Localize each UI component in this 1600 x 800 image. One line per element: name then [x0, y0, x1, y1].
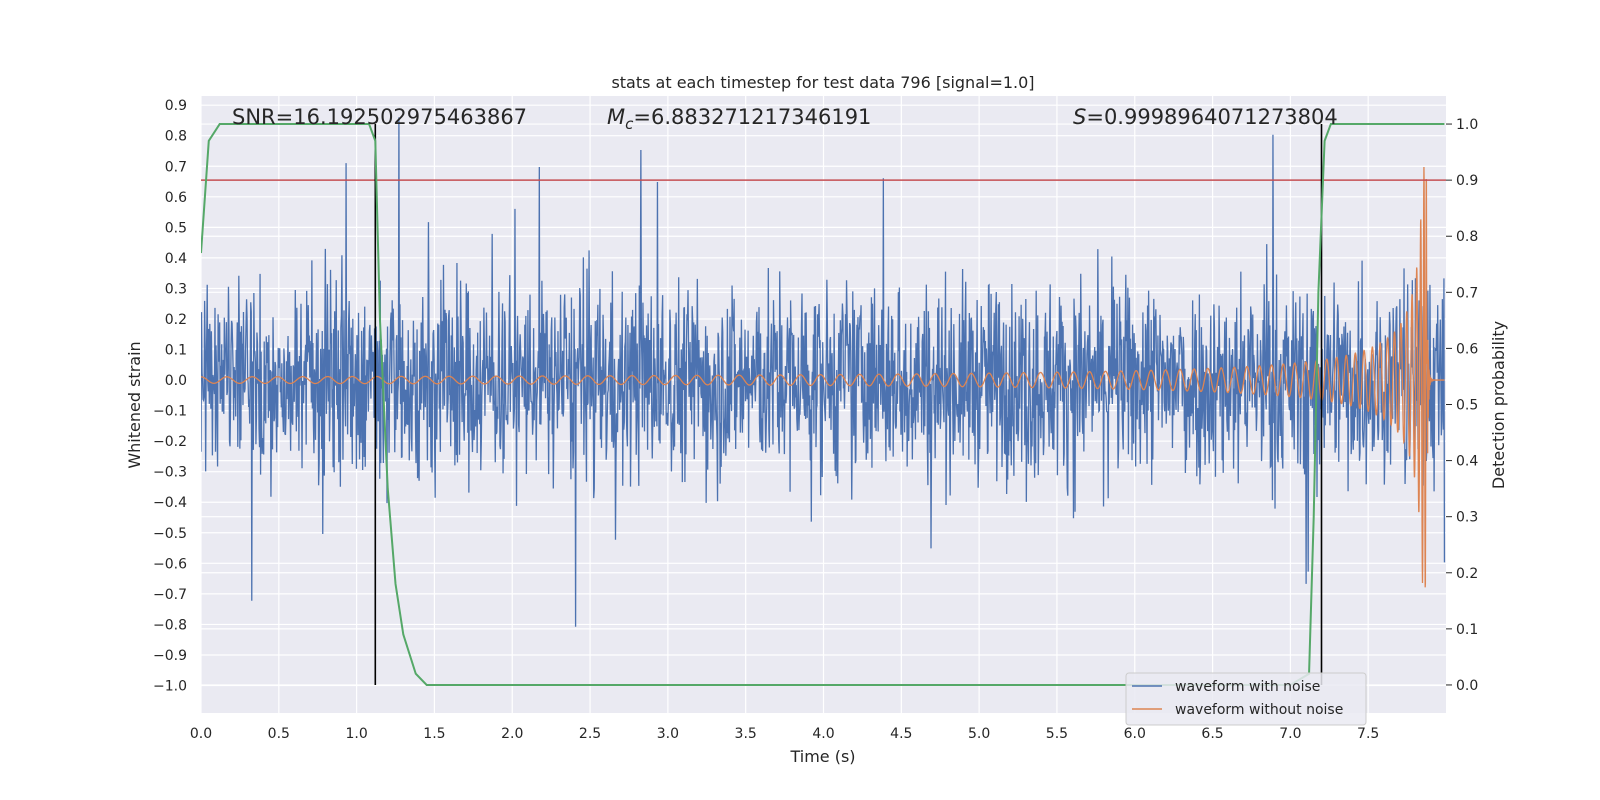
- x-tick-label: 4.5: [890, 726, 912, 742]
- y-tick-label-right: 0.4: [1456, 454, 1478, 470]
- x-tick-label: 7.5: [1357, 726, 1379, 742]
- x-axis-label: Time (s): [789, 747, 855, 766]
- chirp-mass-annotation: Mc=6.883271217346191: [607, 105, 871, 133]
- y-axis-right-ticks: 1.0 0.9 0.8 0.7 0.6 0.5 0.4 0.3 0.2 0.1 0.0: [1446, 117, 1478, 694]
- y-tick-label-left: 0.3: [165, 281, 187, 297]
- y-tick-label-right: 0.2: [1456, 566, 1478, 582]
- y-tick-label-left: −0.9: [153, 648, 187, 664]
- chirp-mass-subscript: c: [625, 115, 634, 133]
- x-tick-label: 3.5: [735, 726, 757, 742]
- x-tick-label: 2.5: [579, 726, 601, 742]
- x-axis-ticks: 0.0 0.5 1.0 1.5 2.0 2.5 3.0 3.5 4.0 4.5 5.0 5.5 6.0 6…: [190, 726, 1379, 742]
- y-tick-label-left: 0.9: [165, 98, 187, 114]
- score-symbol: S: [1073, 105, 1086, 129]
- y-tick-label-right: 0.7: [1456, 285, 1478, 301]
- y-axis-left-label: Whitened strain: [125, 341, 144, 468]
- y-tick-label-right: 0.8: [1456, 229, 1478, 245]
- x-tick-label: 6.0: [1124, 726, 1146, 742]
- y-tick-label-right: 0.5: [1456, 398, 1478, 414]
- series-waveform-with-noise: [201, 117, 1446, 627]
- y-tick-label-left: 0.6: [165, 190, 187, 206]
- y-tick-label-right: 0.6: [1456, 341, 1478, 357]
- series-detection-probability: [201, 123, 1445, 686]
- y-tick-label-right: 0.3: [1456, 510, 1478, 526]
- y-tick-label-left: 0.0: [165, 373, 187, 389]
- y-tick-label-left: −0.2: [153, 434, 187, 450]
- score-value: =0.9998964071273804: [1086, 105, 1337, 129]
- chirp-mass-symbol: M: [607, 105, 625, 129]
- x-tick-label: 3.0: [657, 726, 679, 742]
- y-axis-left-ticks: 0.9 0.8 0.7 0.6 0.5 0.4 0.3 0.2 0.1 0.0 −0.1 −0.2 −0…: [153, 98, 187, 694]
- y-tick-label-right: 0.1: [1456, 622, 1478, 638]
- x-tick-label: 5.0: [968, 726, 990, 742]
- x-tick-label: 1.5: [423, 726, 445, 742]
- x-tick-label: 2.0: [501, 726, 523, 742]
- legend-label-signal: waveform without noise: [1175, 702, 1343, 718]
- y-tick-label-left: −0.6: [153, 556, 187, 572]
- x-tick-label: 0.0: [190, 726, 212, 742]
- y-tick-label-left: 0.4: [165, 251, 187, 267]
- y-tick-label-right: 0.9: [1456, 173, 1478, 189]
- y-tick-label-left: 0.8: [165, 129, 187, 145]
- x-tick-label: 4.0: [812, 726, 834, 742]
- y-tick-label-left: 0.7: [165, 159, 187, 175]
- y-tick-label-right: 0.0: [1456, 678, 1478, 694]
- series-waveform-without-noise: [201, 167, 1445, 588]
- y-tick-label-left: −0.4: [153, 495, 187, 511]
- snr-annotation: SNR=16.192502975463867: [232, 105, 527, 129]
- y-tick-label-left: 0.1: [165, 343, 187, 359]
- x-tick-label: 6.5: [1201, 726, 1223, 742]
- y-tick-label-left: −0.7: [153, 587, 187, 603]
- x-tick-label: 1.0: [345, 726, 367, 742]
- x-tick-label: 0.5: [268, 726, 290, 742]
- chirp-mass-value: =6.883271217346191: [633, 105, 871, 129]
- legend-box: [1125, 672, 1367, 726]
- chart-title: stats at each timestep for test data 796…: [611, 73, 1034, 92]
- x-tick-label: 5.5: [1046, 726, 1068, 742]
- y-tick-label-left: 0.5: [165, 220, 187, 236]
- y-tick-label-right: 1.0: [1456, 117, 1478, 133]
- y-axis-right-label: Detection probability: [1489, 321, 1508, 489]
- score-annotation: S=0.9998964071273804: [1073, 105, 1338, 129]
- legend: waveform with noise waveform without noi…: [1125, 672, 1367, 726]
- y-tick-label-left: −0.8: [153, 617, 187, 633]
- x-tick-label: 7.0: [1279, 726, 1301, 742]
- plot-area: [201, 117, 1446, 686]
- y-tick-label-left: −0.5: [153, 526, 187, 542]
- y-tick-label-left: −0.3: [153, 465, 187, 481]
- y-tick-label-left: 0.2: [165, 312, 187, 328]
- legend-label-noise: waveform with noise: [1175, 679, 1320, 695]
- y-tick-label-left: −0.1: [153, 404, 187, 420]
- y-tick-label-left: −1.0: [153, 679, 187, 695]
